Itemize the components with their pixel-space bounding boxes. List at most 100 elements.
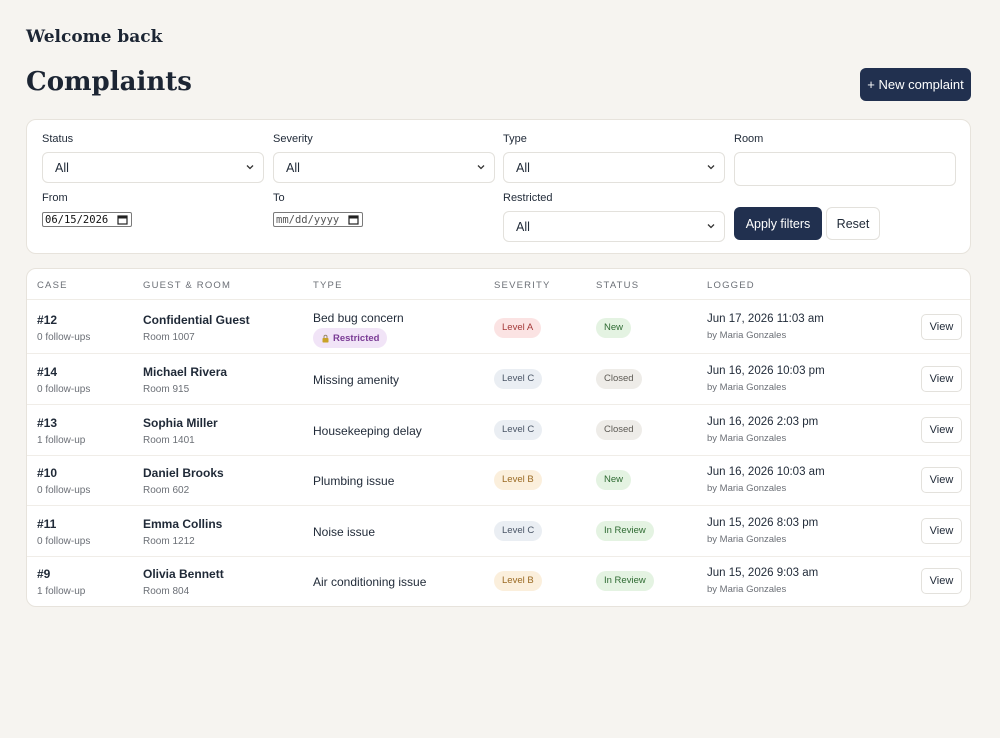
view-button[interactable]: View [921, 366, 962, 392]
logged-cell: Jun 15, 2026 9:03 am by Maria Gonzales [707, 567, 818, 595]
type-cell: Air conditioning issue [313, 575, 426, 589]
apply-filters-button[interactable]: Apply filters [734, 207, 822, 240]
logged-cell: Jun 17, 2026 11:03 am by Maria Gonzales [707, 313, 824, 341]
guest-name: Confidential Guest [143, 313, 250, 327]
complaints-table: Case Guest & Room Type Severity Status L… [26, 268, 971, 607]
restricted-badge: Restricted [313, 328, 388, 348]
restricted-filter-select[interactable]: All [503, 211, 725, 242]
calendar-icon [117, 215, 128, 225]
type-cell: Bed bug concern Restricted [313, 311, 404, 348]
guest-name: Michael Rivera [143, 365, 228, 379]
to-date-input[interactable]: mm/dd/yyyy [273, 212, 363, 227]
logged-by: by Maria Gonzales [707, 483, 787, 494]
case-number: #9 [37, 567, 51, 581]
guest-cell: Daniel Brooks Room 602 [143, 466, 224, 496]
room-number: Room 1401 [143, 435, 195, 446]
followup-count: 0 follow-ups [37, 485, 91, 496]
case-number: #11 [37, 517, 57, 531]
case-cell: #13 1 follow-up [37, 416, 85, 446]
guest-name: Emma Collins [143, 517, 223, 531]
table-row: #10 0 follow-ups Daniel Brooks Room 602 Plum… [27, 455, 970, 506]
chevron-down-icon [707, 165, 715, 170]
new-complaint-button[interactable]: + New complaint [860, 68, 971, 101]
type-cell: Noise issue [313, 525, 375, 539]
severity-filter-value: All [286, 160, 300, 175]
logged-cell: Jun 16, 2026 10:03 pm by Maria Gonzales [707, 365, 825, 393]
status-filter-value: All [55, 160, 69, 175]
severity-badge: Level C [494, 419, 543, 440]
table-row: #12 0 follow-ups Confidential Guest Room 10… [27, 300, 970, 354]
status-cell: New [596, 469, 632, 490]
complaint-type: Air conditioning issue [313, 575, 427, 589]
from-date-value: 06/15/2026 [45, 213, 109, 226]
room-filter-input[interactable] [734, 152, 956, 186]
severity-cell: Level A [494, 317, 542, 338]
severity-cell: Level C [494, 419, 543, 440]
status-badge: In Review [596, 570, 654, 591]
followup-count: 1 follow-up [37, 435, 86, 446]
logged-timestamp: Jun 15, 2026 8:03 pm [707, 517, 819, 529]
calendar-icon [348, 215, 359, 225]
guest-cell: Olivia Bennett Room 804 [143, 567, 224, 597]
case-cell: #11 0 follow-ups [37, 517, 90, 547]
severity-cell: Level B [494, 469, 542, 490]
case-cell: #9 1 follow-up [37, 567, 85, 597]
column-header-severity: Severity [494, 280, 551, 291]
status-badge: Closed [596, 368, 642, 389]
column-header-case: Case [37, 280, 68, 291]
status-filter-label: Status [42, 133, 74, 145]
guest-cell: Michael Rivera Room 915 [143, 365, 227, 395]
column-header-guest-room: Guest & Room [143, 280, 232, 291]
severity-cell: Level B [494, 570, 542, 591]
logged-by: by Maria Gonzales [707, 534, 787, 545]
type-filter-label: Type [503, 133, 527, 145]
table-row: #11 0 follow-ups Emma Collins Room 1212 Nois… [27, 506, 970, 557]
table-header: Case Guest & Room Type Severity Status L… [27, 269, 970, 300]
from-date-label: From [42, 192, 68, 204]
severity-badge: Level A [494, 317, 542, 338]
to-date-placeholder: mm/dd/yyyy [276, 213, 340, 226]
case-cell: #14 0 follow-ups [37, 365, 90, 395]
column-header-status: Status [596, 280, 640, 291]
type-filter-select[interactable]: All [503, 152, 725, 183]
view-button[interactable]: View [921, 518, 962, 544]
severity-badge: Level C [494, 520, 543, 541]
type-cell: Plumbing issue [313, 474, 394, 488]
room-number: Room 1007 [143, 332, 195, 343]
reset-filters-button[interactable]: Reset [826, 207, 880, 240]
logged-cell: Jun 15, 2026 8:03 pm by Maria Gonzales [707, 517, 818, 545]
chevron-down-icon [246, 165, 254, 170]
room-number: Room 915 [143, 384, 190, 395]
type-cell: Missing amenity [313, 373, 399, 387]
guest-cell: Emma Collins Room 1212 [143, 517, 222, 547]
logged-by: by Maria Gonzales [707, 382, 787, 393]
restricted-label: Restricted [333, 332, 380, 344]
complaint-type: Plumbing issue [313, 474, 395, 488]
status-cell: Closed [596, 419, 642, 440]
restricted-filter-label: Restricted [503, 192, 553, 204]
view-button[interactable]: View [921, 417, 962, 443]
severity-filter-label: Severity [273, 133, 313, 145]
followup-count: 0 follow-ups [37, 332, 91, 343]
table-row: #14 0 follow-ups Michael Rivera Room 915 Mis… [27, 354, 970, 405]
filter-panel: Status All Severity All Type All Room Fr… [26, 119, 971, 254]
status-badge: New [596, 317, 632, 338]
status-badge: In Review [596, 520, 654, 541]
severity-filter-select[interactable]: All [273, 152, 495, 183]
type-cell: Housekeeping delay [313, 424, 422, 438]
status-cell: New [596, 317, 632, 338]
column-header-logged: Logged [707, 280, 755, 291]
logged-by: by Maria Gonzales [707, 433, 787, 444]
logged-timestamp: Jun 16, 2026 10:03 pm [707, 365, 825, 377]
case-number: #12 [37, 313, 58, 327]
status-filter-select[interactable]: All [42, 152, 264, 183]
guest-cell: Sophia Miller Room 1401 [143, 416, 218, 446]
view-button[interactable]: View [921, 314, 962, 340]
to-date-label: To [273, 192, 285, 204]
complaint-type: Missing amenity [313, 373, 400, 387]
severity-badge: Level B [494, 469, 542, 490]
view-button[interactable]: View [921, 467, 962, 493]
from-date-input[interactable]: 06/15/2026 [42, 212, 132, 227]
view-button[interactable]: View [921, 568, 962, 594]
status-cell: In Review [596, 520, 654, 541]
